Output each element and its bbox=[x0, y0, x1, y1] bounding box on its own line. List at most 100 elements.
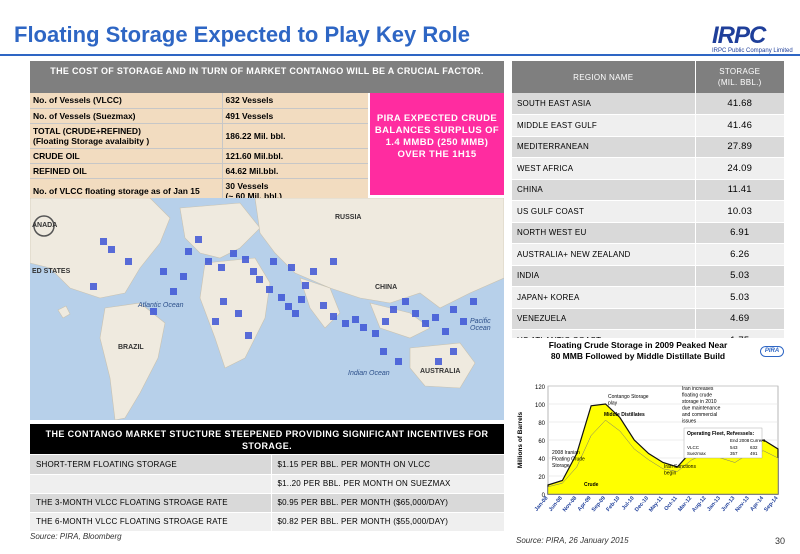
inset-cell: VLCC bbox=[687, 445, 700, 450]
region-row: MIDDLE EAST GULF 41.46 bbox=[512, 114, 784, 137]
x-tick-label: Nov-08 bbox=[562, 495, 578, 513]
x-tick-label: Feb-10 bbox=[605, 495, 621, 512]
chart-annotation: Floating Crude bbox=[552, 457, 585, 463]
storage-marker[interactable] bbox=[285, 303, 292, 310]
x-tick-label: Sep-14 bbox=[763, 495, 780, 513]
storage-marker[interactable] bbox=[90, 283, 97, 290]
page-number: 30 bbox=[775, 536, 786, 546]
region-storage-value: 41.68 bbox=[694, 93, 784, 115]
source-left: Source: PIRA, Bloomberg bbox=[30, 532, 122, 541]
cost-row: No. of Vessels (Suezmax) 491 Vessels bbox=[30, 108, 368, 124]
storage-marker[interactable] bbox=[352, 316, 359, 323]
region-name: CHINA bbox=[512, 179, 695, 201]
contango-row-label: SHORT-TERM FLOATING STORAGE bbox=[30, 455, 272, 475]
region-storage-value: 5.03 bbox=[694, 286, 784, 309]
region-name: JAPAN+ KOREA bbox=[512, 286, 695, 309]
region-row: INDIA 5.03 bbox=[512, 265, 784, 287]
storage-marker[interactable] bbox=[460, 318, 467, 325]
inset-col-header: End 2008 bbox=[730, 438, 750, 443]
storage-marker[interactable] bbox=[380, 348, 387, 355]
region-storage-value: 6.26 bbox=[694, 243, 784, 266]
storage-marker[interactable] bbox=[205, 258, 212, 265]
chart-title: Floating Crude Storage in 2009 Peaked Ne… bbox=[548, 340, 728, 361]
x-tick-label: Sep-09 bbox=[591, 495, 607, 513]
chart-annotation: Storage bbox=[552, 463, 570, 469]
storage-marker[interactable] bbox=[125, 258, 132, 265]
storage-marker[interactable] bbox=[395, 358, 402, 365]
storage-marker[interactable] bbox=[256, 276, 263, 283]
storage-marker[interactable] bbox=[288, 264, 295, 271]
region-name: SOUTH EAST ASIA bbox=[512, 93, 695, 115]
region-storage-value: 10.03 bbox=[694, 200, 784, 223]
storage-marker[interactable] bbox=[442, 328, 449, 335]
storage-marker[interactable] bbox=[402, 298, 409, 305]
storage-marker[interactable] bbox=[266, 286, 273, 293]
storage-marker[interactable] bbox=[160, 268, 167, 275]
chart-annotation: floating crude bbox=[682, 393, 712, 399]
storage-marker[interactable] bbox=[342, 320, 349, 327]
storage-marker[interactable] bbox=[250, 268, 257, 275]
x-tick-label: Dec-10 bbox=[634, 495, 650, 513]
storage-marker[interactable] bbox=[245, 332, 252, 339]
storage-marker[interactable] bbox=[108, 246, 115, 253]
storage-marker[interactable] bbox=[292, 310, 299, 317]
map-label: Pacific Ocean bbox=[470, 318, 491, 332]
region-name: MIDDLE EAST GULF bbox=[512, 114, 695, 137]
storage-marker[interactable] bbox=[435, 358, 442, 365]
region-header-name: REGION NAME bbox=[512, 61, 695, 93]
logo-subtitle: IRPC Public Company Limited bbox=[712, 48, 793, 54]
chart-annotation: begin bbox=[664, 471, 676, 477]
x-tick-label: May-11 bbox=[648, 495, 664, 513]
map-label: RUSSIA bbox=[335, 214, 362, 221]
storage-marker[interactable] bbox=[330, 313, 337, 320]
storage-marker[interactable] bbox=[170, 288, 177, 295]
storage-marker[interactable] bbox=[212, 318, 219, 325]
storage-marker[interactable] bbox=[242, 256, 249, 263]
storage-marker[interactable] bbox=[450, 306, 457, 313]
storage-marker[interactable] bbox=[150, 308, 157, 315]
pira-logo: PIRA bbox=[760, 346, 784, 357]
cost-row-value: 186.22 Mil. bbl. bbox=[222, 123, 368, 149]
cost-row: REFINED OIL 64.62 Mil.bbl. bbox=[30, 163, 368, 179]
inset-cell: 491 bbox=[750, 451, 758, 456]
storage-marker[interactable] bbox=[195, 236, 202, 243]
inset-table bbox=[683, 427, 763, 459]
region-row: MEDITERRANEAN 27.89 bbox=[512, 136, 784, 158]
storage-marker[interactable] bbox=[220, 298, 227, 305]
storage-marker[interactable] bbox=[382, 318, 389, 325]
storage-marker[interactable] bbox=[422, 320, 429, 327]
map-pan-control[interactable] bbox=[33, 215, 55, 237]
storage-marker[interactable] bbox=[372, 330, 379, 337]
y-tick-label: 20 bbox=[538, 475, 545, 481]
storage-marker[interactable] bbox=[185, 248, 192, 255]
storage-marker[interactable] bbox=[180, 273, 187, 280]
region-row: NORTH WEST EU 6.91 bbox=[512, 222, 784, 244]
storage-marker[interactable] bbox=[218, 264, 225, 271]
storage-marker[interactable] bbox=[230, 250, 237, 257]
region-storage-value: 11.41 bbox=[694, 179, 784, 201]
storage-marker[interactable] bbox=[298, 296, 305, 303]
storage-marker[interactable] bbox=[390, 306, 397, 313]
storage-marker[interactable] bbox=[278, 294, 285, 301]
storage-marker[interactable] bbox=[412, 310, 419, 317]
storage-marker[interactable] bbox=[432, 314, 439, 321]
storage-marker[interactable] bbox=[235, 310, 242, 317]
storage-marker[interactable] bbox=[302, 282, 309, 289]
storage-marker[interactable] bbox=[320, 302, 327, 309]
storage-marker[interactable] bbox=[100, 238, 107, 245]
contango-row-value: $0.95 PER BBL. PER MONTH ($65,000/DAY) bbox=[271, 493, 504, 513]
storage-marker[interactable] bbox=[360, 324, 367, 331]
storage-marker[interactable] bbox=[450, 348, 457, 355]
cost-heading: THE COST OF STORAGE AND IN TURN OF MARKE… bbox=[30, 61, 504, 93]
storage-marker[interactable] bbox=[330, 258, 337, 265]
y-tick-label: 40 bbox=[538, 457, 545, 463]
contango-row: SHORT-TERM FLOATING STORAGE $1.15 PER BBL… bbox=[30, 455, 504, 475]
chart-annotation: Contango Storage bbox=[608, 394, 649, 400]
storage-marker[interactable] bbox=[310, 268, 317, 275]
region-storage-value: 24.09 bbox=[694, 157, 784, 180]
contango-row: THE 6-MONTH VLCC FLOATING STROAGE RATE $0… bbox=[30, 512, 504, 532]
map-label: Atlantic Ocean bbox=[138, 302, 184, 309]
storage-marker[interactable] bbox=[270, 258, 277, 265]
storage-marker[interactable] bbox=[470, 298, 477, 305]
chart-annotation: Iran increases bbox=[682, 386, 714, 392]
